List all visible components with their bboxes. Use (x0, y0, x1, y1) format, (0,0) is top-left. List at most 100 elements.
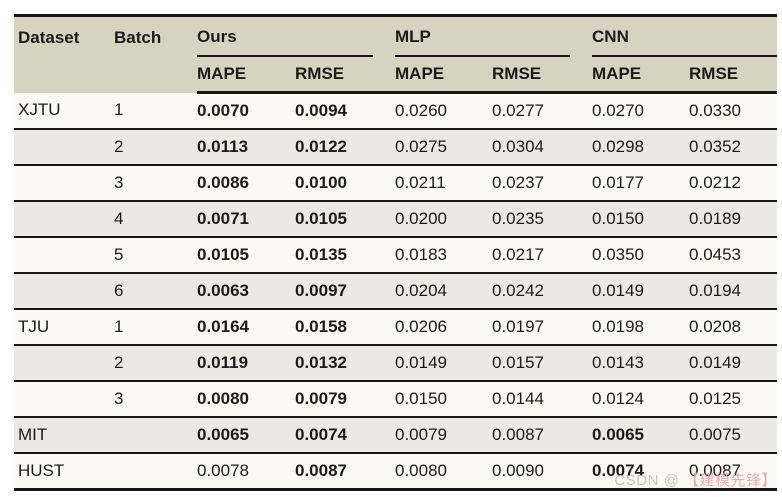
cell-value: 0.0090 (492, 452, 593, 490)
cell-value: 0.0164 (197, 308, 295, 345)
cell-value: 0.0065 (197, 416, 295, 453)
cell-value: 0.0079 (395, 416, 492, 453)
table-row: 4 0.0071 0.0105 0.0200 0.0235 0.0150 0.0189 (14, 200, 778, 237)
cell-value: 0.0080 (197, 380, 295, 417)
cell-value: 0.0217 (492, 236, 593, 273)
cell-value: 0.0157 (492, 344, 593, 381)
cell-value: 0.0158 (295, 308, 395, 345)
cell-dataset (14, 380, 114, 417)
subheader-cnn-rmse: RMSE (689, 57, 778, 94)
cell-value: 0.0200 (395, 200, 492, 237)
col-header-dataset: Dataset (14, 15, 114, 93)
cell-value: 0.0211 (395, 164, 492, 201)
cell-value: 0.0097 (295, 272, 395, 309)
table-row: 2 0.0113 0.0122 0.0275 0.0304 0.0298 0.0352 (14, 128, 778, 165)
cell-value: 0.0149 (689, 344, 778, 381)
cell-dataset (14, 236, 114, 273)
group-header-mlp: MLP (395, 15, 593, 57)
table-row: TJU 1 0.0164 0.0158 0.0206 0.0197 0.0198 0.0208 (14, 308, 778, 345)
cell-value: 0.0270 (592, 101, 645, 120)
cell-value: 0.0074 (592, 452, 690, 490)
cell-value: 0.0087 (689, 452, 778, 490)
table-row: 2 0.0119 0.0132 0.0149 0.0157 0.0143 0.0149 (14, 344, 778, 381)
cell-value: 0.0132 (295, 344, 395, 381)
cell-batch: 4 (114, 200, 197, 237)
cell-value: 0.0135 (295, 236, 395, 273)
cell-value: 0.0150 (395, 380, 492, 417)
cell-value: 0.0189 (689, 200, 778, 237)
cell-value: 0.0177 (592, 164, 690, 201)
cell-batch: 6 (114, 272, 197, 309)
cell-value: 0.0237 (492, 164, 593, 201)
cell-batch: 5 (114, 236, 197, 273)
group-underline-cnn (592, 55, 778, 57)
cell-value: 0.0119 (197, 344, 295, 381)
cell-value: 0.0124 (592, 380, 690, 417)
cell-value: 0.0075 (689, 416, 778, 453)
cell-dataset (14, 272, 114, 309)
cell-batch (114, 416, 197, 453)
cell-dataset: XJTU (18, 100, 61, 120)
cell-value: 0.0100 (295, 164, 395, 201)
cell-dataset (14, 200, 114, 237)
cell-value: 0.0070 (197, 101, 249, 120)
col-header-batch: Batch (114, 15, 197, 93)
table-row: 5 0.0105 0.0135 0.0183 0.0217 0.0350 0.0453 (14, 236, 778, 273)
group-underline-ours (197, 55, 373, 57)
cell-value: 0.0087 (492, 416, 593, 453)
cell-value: 0.0094 (295, 101, 347, 120)
table-row: 3 0.0086 0.0100 0.0211 0.0237 0.0177 0.0212 (14, 164, 778, 201)
header-row-groups: Dataset Batch Ours MLP CNN (14, 15, 778, 93)
group-header-ours: Ours (197, 15, 395, 57)
group-header-cnn-label: CNN (592, 27, 629, 46)
cell-dataset (14, 344, 114, 381)
group-underline-mlp (395, 55, 571, 57)
cell-value: 0.0150 (592, 200, 690, 237)
group-header-mlp-label: MLP (395, 27, 431, 46)
cell-dataset: TJU (14, 308, 114, 345)
cell-batch (114, 452, 197, 490)
cell-dataset (14, 164, 114, 201)
cell-value: 0.0105 (197, 236, 295, 273)
cell-value: 0.0453 (689, 236, 778, 273)
cell-value: 0.0206 (395, 308, 492, 345)
subheader-ours-rmse: RMSE (295, 57, 395, 94)
cell-value: 0.0198 (592, 308, 690, 345)
cell-value: 0.0122 (295, 128, 395, 165)
cell-value: 0.0087 (295, 452, 395, 490)
cell-value: 0.0144 (492, 380, 593, 417)
cell-value: 0.0143 (592, 344, 690, 381)
cell-value: 0.0086 (197, 164, 295, 201)
cell-value: 0.0208 (689, 308, 778, 345)
cell-dataset (14, 128, 114, 165)
table-body: XJTU 1 0.0070 0.0094 0.0260 0.0277 0.0270 0.033… (14, 92, 778, 490)
group-header-cnn: CNN (592, 15, 778, 57)
cell-value: 0.0242 (492, 272, 593, 309)
cell-batch: 2 (114, 128, 197, 165)
subheader-cnn-mape: MAPE (592, 57, 690, 94)
cell-value: 0.0235 (492, 200, 593, 237)
cell-value: 0.0277 (492, 101, 544, 120)
cell-batch: 3 (114, 380, 197, 417)
cell-value: 0.0078 (197, 452, 295, 490)
cell-value: 0.0204 (395, 272, 492, 309)
cell-value: 0.0352 (689, 128, 778, 165)
cell-value: 0.0105 (295, 200, 395, 237)
cell-value: 0.0065 (592, 416, 690, 453)
cell-batch: 1 (114, 100, 124, 120)
cell-value: 0.0125 (689, 380, 778, 417)
cell-value: 0.0298 (592, 128, 690, 165)
cell-value: 0.0212 (689, 164, 778, 201)
subheader-ours-mape: MAPE (197, 57, 295, 94)
table-row: XJTU 1 0.0070 0.0094 0.0260 0.0277 0.0270 0.033… (14, 92, 778, 129)
cell-value: 0.0079 (295, 380, 395, 417)
table-row: 6 0.0063 0.0097 0.0204 0.0242 0.0149 0.0194 (14, 272, 778, 309)
cell-value: 0.0149 (592, 272, 690, 309)
cell-value: 0.0350 (592, 236, 690, 273)
cell-dataset: MIT (14, 416, 114, 453)
cell-value: 0.0113 (197, 128, 295, 165)
header-row-metrics: MAPE RMSE MAPE RMSE MAPE RMSE (14, 57, 778, 94)
subheader-mlp-rmse: RMSE (492, 57, 593, 94)
table-header: Dataset Batch Ours MLP CNN MAPE RMSE (14, 15, 778, 94)
cell-value: 0.0074 (295, 416, 395, 453)
